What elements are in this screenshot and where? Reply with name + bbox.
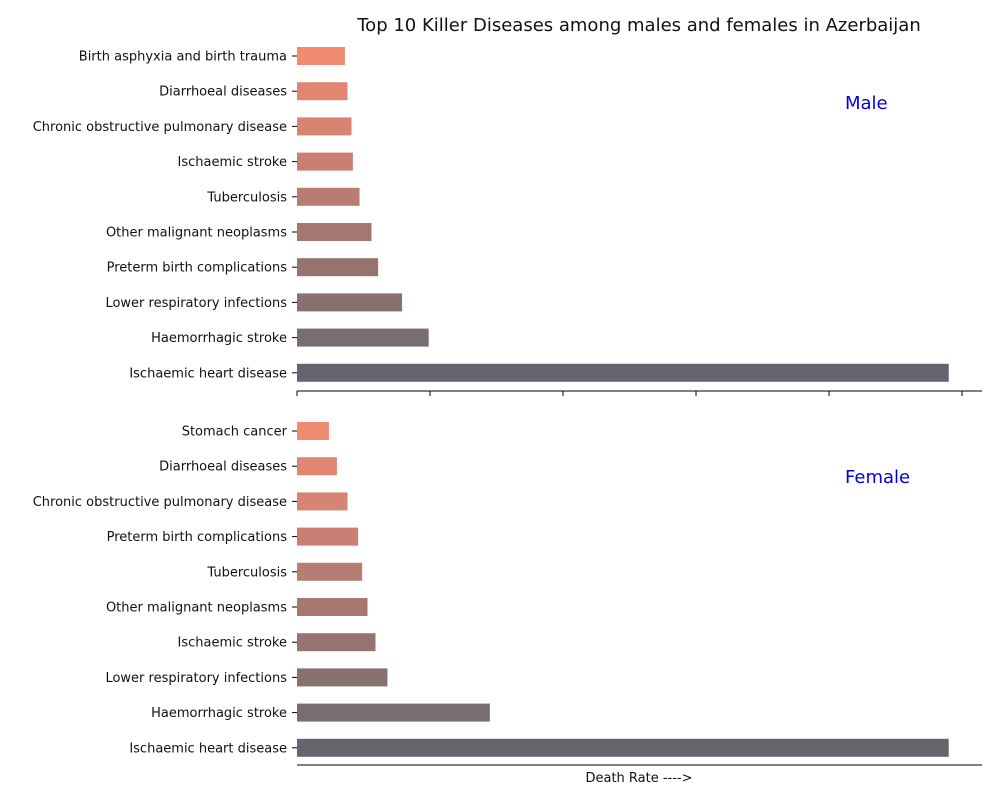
- female-category-label: Other malignant neoplasms: [106, 601, 287, 616]
- female-bar: [297, 527, 359, 546]
- female-category-label: Lower respiratory infections: [105, 671, 287, 686]
- male-category-label: Diarrhoeal diseases: [159, 85, 287, 100]
- female-bar: [297, 598, 368, 616]
- female-panel-label: Female: [845, 467, 910, 488]
- male-bar: [297, 187, 360, 206]
- female-category-label: Diarrhoeal diseases: [159, 460, 287, 475]
- female-bar: [297, 457, 337, 476]
- female-bar: [297, 562, 363, 581]
- male-bar: [297, 47, 345, 65]
- male-category-label: Preterm birth complications: [107, 261, 288, 276]
- female-category-label: Ischaemic stroke: [178, 636, 287, 651]
- female-panel: Stomach cancer Diarrhoeal diseases Chronic…: [33, 422, 982, 766]
- male-category-label: Tuberculosis: [206, 190, 287, 205]
- x-axis-label: Death Rate ---->: [585, 771, 692, 786]
- chart-title: Top 10 Killer Diseases among males and f…: [356, 15, 921, 36]
- male-panel-label: Male: [845, 93, 888, 114]
- male-bar: [297, 117, 352, 136]
- male-category-label: Lower respiratory infections: [105, 296, 287, 311]
- male-bar: [297, 363, 949, 382]
- male-bar: [297, 258, 379, 277]
- female-bar: [297, 703, 490, 722]
- female-bar: [297, 492, 348, 511]
- female-category-label: Ischaemic heart disease: [129, 741, 287, 756]
- female-bar: [297, 738, 949, 757]
- female-bar: [297, 422, 329, 440]
- female-category-label: Chronic obstructive pulmonary disease: [33, 495, 287, 510]
- male-category-label: Other malignant neoplasms: [106, 226, 287, 241]
- female-category-label: Stomach cancer: [182, 425, 288, 440]
- female-category-label: Haemorrhagic stroke: [151, 706, 287, 721]
- male-bar: [297, 293, 403, 312]
- female-category-label: Tuberculosis: [206, 565, 287, 580]
- male-category-label: Ischaemic stroke: [178, 155, 287, 170]
- male-bar: [297, 328, 429, 347]
- male-category-label: Haemorrhagic stroke: [151, 331, 287, 346]
- female-category-label: Preterm birth complications: [107, 530, 288, 545]
- female-bar: [297, 668, 388, 687]
- female-bar: [297, 633, 376, 652]
- male-bar: [297, 82, 348, 101]
- male-category-label: Birth asphyxia and birth trauma: [79, 50, 287, 65]
- male-category-label: Chronic obstructive pulmonary disease: [33, 120, 287, 135]
- male-bar: [297, 152, 353, 171]
- male-panel: Birth asphyxia and birth trauma Diarrhoea…: [33, 47, 982, 396]
- male-category-label: Ischaemic heart disease: [129, 366, 287, 381]
- male-bar: [297, 223, 372, 241]
